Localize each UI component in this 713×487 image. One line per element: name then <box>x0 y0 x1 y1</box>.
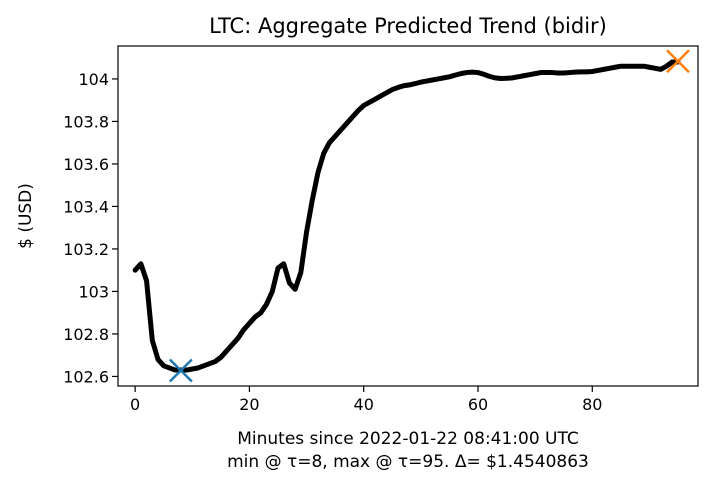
data-layer <box>132 49 690 383</box>
series-line <box>132 59 681 373</box>
x-tick-label: 80 <box>582 395 602 414</box>
x-tick-label: 60 <box>468 395 488 414</box>
y-tick-label: 103 <box>78 282 109 301</box>
y-tick-label: 102.8 <box>63 325 109 344</box>
plot-frame <box>117 45 699 387</box>
min-marker-stroke <box>168 358 193 383</box>
max-marker <box>666 49 690 74</box>
y-axis-label: $ (USD) <box>16 183 36 249</box>
y-axis: 102.6 102.8 103 103.2 103.4 103.6 103.8 104 <box>63 70 118 386</box>
max-marker-stroke <box>666 49 690 74</box>
y-tick-label: 103.4 <box>63 197 109 216</box>
x-tick-label: 0 <box>130 395 140 414</box>
x-axis: 0 20 40 60 80 <box>130 386 602 414</box>
y-tick-label: 103.2 <box>63 240 109 259</box>
x-axis-label: Minutes since 2022-01-22 08:41:00 UTC <box>237 429 579 449</box>
x-tick-label: 40 <box>354 395 374 414</box>
y-tick-label: 103.8 <box>63 112 109 131</box>
y-tick-label: 103.6 <box>63 155 109 174</box>
x-axis-label-line2: min @ τ=8, max @ τ=95. Δ= $1.4540863 <box>227 452 589 472</box>
plot-area: 0 20 40 60 80 102.6102.8103103.2103.4103.610… <box>63 45 699 414</box>
y-tick-label: 104 <box>78 70 109 89</box>
min-marker <box>168 358 193 383</box>
x-tick-label: 20 <box>239 395 259 414</box>
y-tick-label: 102.6 <box>63 367 109 386</box>
chart-title: LTC: Aggregate Predicted Trend (bidir) <box>209 14 607 38</box>
